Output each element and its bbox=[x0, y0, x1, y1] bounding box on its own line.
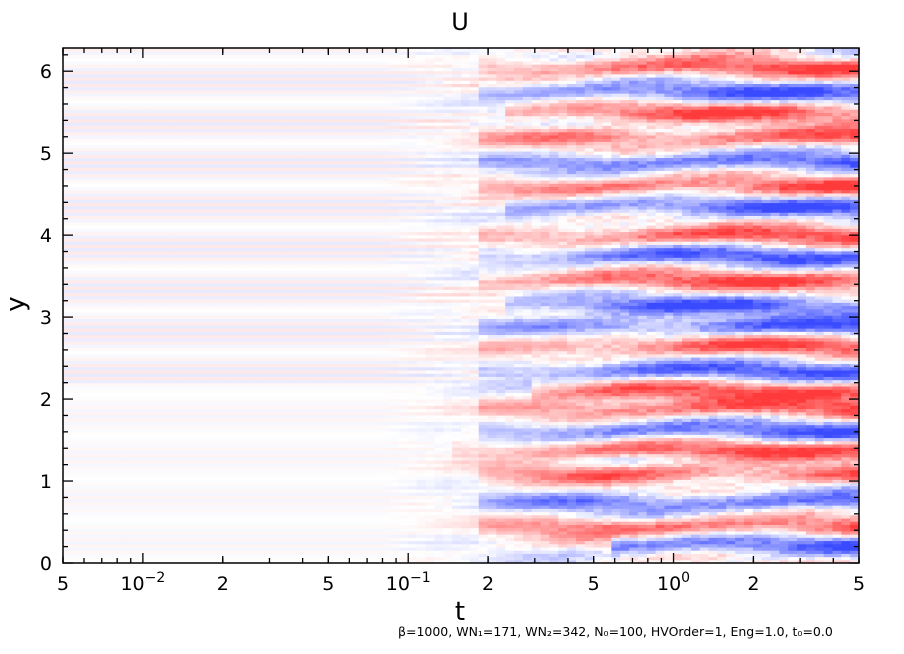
heatmap bbox=[63, 48, 860, 564]
